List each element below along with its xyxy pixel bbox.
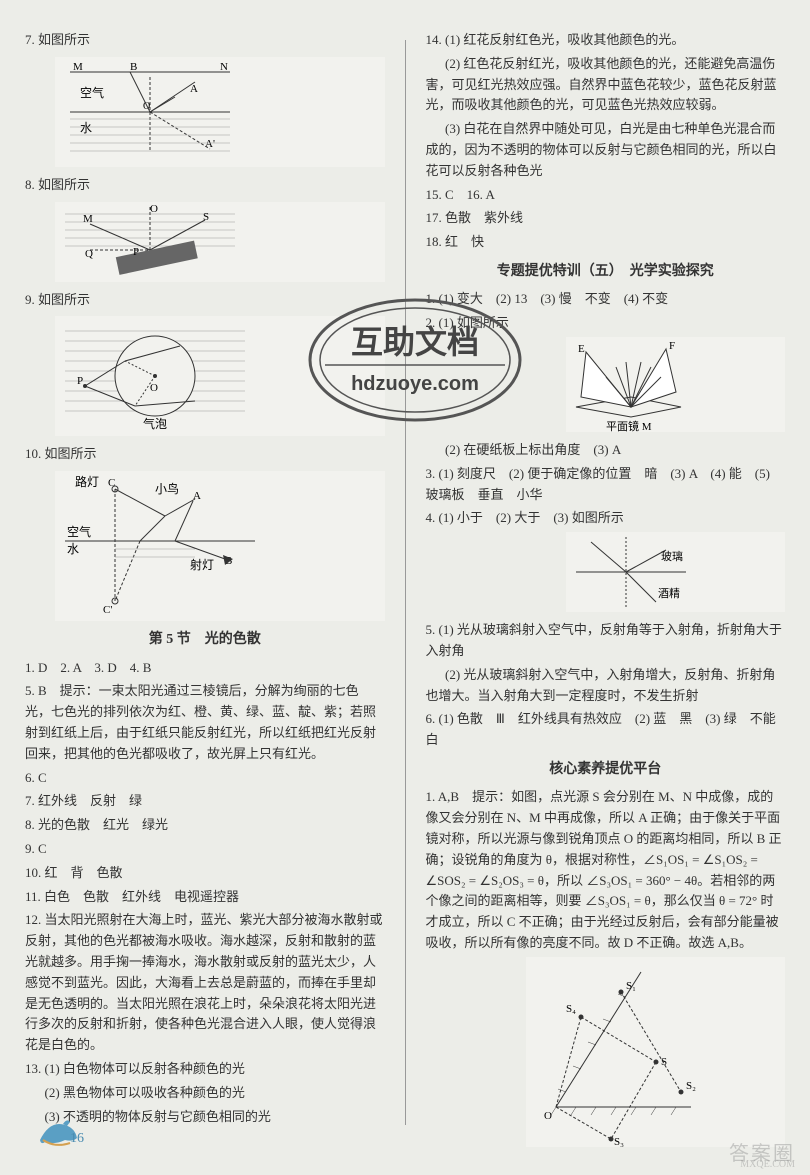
l5-1: 1. D 2. A 3. D 4. B bbox=[25, 658, 385, 679]
svg-text:S: S bbox=[203, 211, 209, 223]
svg-text:空气: 空气 bbox=[67, 524, 91, 539]
svg-text:O: O bbox=[150, 203, 158, 215]
svg-text:N: N bbox=[220, 61, 228, 73]
q8-figure: O M S Q P bbox=[55, 202, 385, 282]
t5-3: 3. (1) 刻度尺 (2) 便于确定像的位置 暗 (3) A (4) 能 (5… bbox=[426, 464, 786, 506]
svg-text:水: 水 bbox=[67, 542, 79, 556]
svg-text:A: A bbox=[193, 490, 201, 502]
section-5-title: 第 5 节 光的色散 bbox=[25, 629, 385, 651]
core-title: 核心素养提优平台 bbox=[426, 759, 786, 781]
svg-text:水: 水 bbox=[80, 121, 92, 135]
core-1: 1. A,B 提示：如图，点光源 S 会分别在 M、N 中成像，成的像又会分别在… bbox=[426, 787, 786, 953]
core-figure: S S₄ S₁ S₂ S₃ O bbox=[526, 957, 786, 1147]
r17: 17. 色散 紫外线 bbox=[426, 208, 786, 229]
svg-text:S₂: S₂ bbox=[686, 1080, 696, 1092]
r14a: 14. (1) 红花反射红色光，吸收其他颜色的光。 bbox=[426, 30, 786, 51]
r18: 18. 红 快 bbox=[426, 232, 786, 253]
svg-text:M: M bbox=[73, 61, 83, 73]
svg-text:O: O bbox=[150, 382, 158, 394]
t5-2b: (2) 在硬纸板上标出角度 (3) A bbox=[426, 440, 786, 461]
q10-label: 10. 如图所示 bbox=[25, 444, 385, 465]
svg-text:P: P bbox=[77, 375, 83, 387]
svg-text:小鸟: 小鸟 bbox=[155, 481, 179, 496]
svg-text:酒精: 酒精 bbox=[658, 587, 680, 600]
svg-text:B: B bbox=[130, 61, 137, 73]
l5-13a: 13. (1) 白色物体可以反射各种颜色的光 bbox=[25, 1059, 385, 1080]
l5-9: 9. C bbox=[25, 839, 385, 860]
svg-text:C: C bbox=[108, 477, 115, 489]
svg-text:S₁: S₁ bbox=[626, 980, 636, 992]
topic5-title: 专题提优特训（五） 光学实验探究 bbox=[426, 261, 786, 283]
svg-text:C': C' bbox=[103, 604, 112, 616]
r15: 15. C 16. A bbox=[426, 185, 786, 206]
svg-text:玻璃: 玻璃 bbox=[661, 549, 683, 563]
q9-label: 9. 如图所示 bbox=[25, 290, 385, 311]
svg-text:M: M bbox=[83, 213, 93, 225]
l5-11: 11. 白色 色散 红外线 电视遥控器 bbox=[25, 887, 385, 908]
t5-2a: 2. (1) 如图所示 bbox=[426, 313, 786, 334]
page-number: 16 bbox=[70, 1128, 84, 1150]
svg-text:E: E bbox=[578, 343, 585, 355]
q7-figure: M B N A A' 空气 水 O bbox=[55, 57, 385, 167]
svg-text:O: O bbox=[544, 1110, 552, 1122]
svg-text:平面镜 M: 平面镜 M bbox=[606, 419, 652, 432]
bottom-url: MXQE.COM bbox=[740, 1157, 795, 1173]
svg-text:A': A' bbox=[205, 138, 215, 150]
t5-6: 6. (1) 色散 Ⅲ 红外线具有热效应 (2) 蓝 黑 (3) 绿 不能 白 bbox=[426, 709, 786, 751]
q10-figure: 路灯 C 小鸟 A 空气 水 射灯 B bbox=[55, 471, 385, 621]
t5-5b: (2) 光从玻璃斜射入空气中，入射角增大，反射角、折射角也增大。当入射角大到一定… bbox=[426, 665, 786, 707]
svg-text:射灯: 射灯 bbox=[190, 557, 214, 572]
l5-10: 10. 红 背 色散 bbox=[25, 863, 385, 884]
svg-text:P: P bbox=[133, 246, 139, 258]
svg-text:S₄: S₄ bbox=[566, 1003, 576, 1015]
l5-6: 6. C bbox=[25, 768, 385, 789]
column-divider bbox=[405, 40, 406, 1125]
q9-figure: P O 气泡 bbox=[55, 316, 385, 436]
l5-8: 8. 光的色散 红光 绿光 bbox=[25, 815, 385, 836]
t5-5a: 5. (1) 光从玻璃斜射入空气中，反射角等于入射角，折射角大于入射角 bbox=[426, 620, 786, 662]
svg-text:空气: 空气 bbox=[80, 85, 104, 100]
t5-1: 1. (1) 变大 (2) 13 (3) 慢 不变 (4) 不变 bbox=[426, 289, 786, 310]
t5-2-figure: E F 平面镜 M bbox=[566, 337, 786, 432]
l5-7: 7. 红外线 反射 绿 bbox=[25, 791, 385, 812]
svg-text:S: S bbox=[661, 1056, 667, 1068]
q8-label: 8. 如图所示 bbox=[25, 175, 385, 196]
svg-text:F: F bbox=[669, 340, 675, 352]
t5-4-figure: 玻璃 酒精 bbox=[566, 532, 786, 612]
r14b: (2) 红色花反射红光，吸收其他颜色的光，还能避免高温伤害，可见红光热效应强。自… bbox=[426, 54, 786, 116]
q7-label: 7. 如图所示 bbox=[25, 30, 385, 51]
l5-12: 12. 当太阳光照射在大海上时，蓝光、紫光大部分被海水散射或反射，其他的色光都被… bbox=[25, 910, 385, 1056]
t5-4a: 4. (1) 小于 (2) 大于 (3) 如图所示 bbox=[426, 508, 786, 529]
svg-text:路灯: 路灯 bbox=[75, 474, 99, 489]
svg-text:气泡: 气泡 bbox=[143, 416, 167, 431]
svg-text:Q: Q bbox=[85, 248, 93, 260]
l5-5: 5. B 提示：一束太阳光通过三棱镜后，分解为绚丽的七色光，七色光的排列依次为红… bbox=[25, 681, 385, 764]
r14c: (3) 白花在自然界中随处可见，白光是由七种单色光混合而成的，因为不透明的物体可… bbox=[426, 119, 786, 181]
l5-13b: (2) 黑色物体可以吸收各种颜色的光 bbox=[25, 1083, 385, 1104]
svg-text:S₃: S₃ bbox=[614, 1136, 624, 1147]
